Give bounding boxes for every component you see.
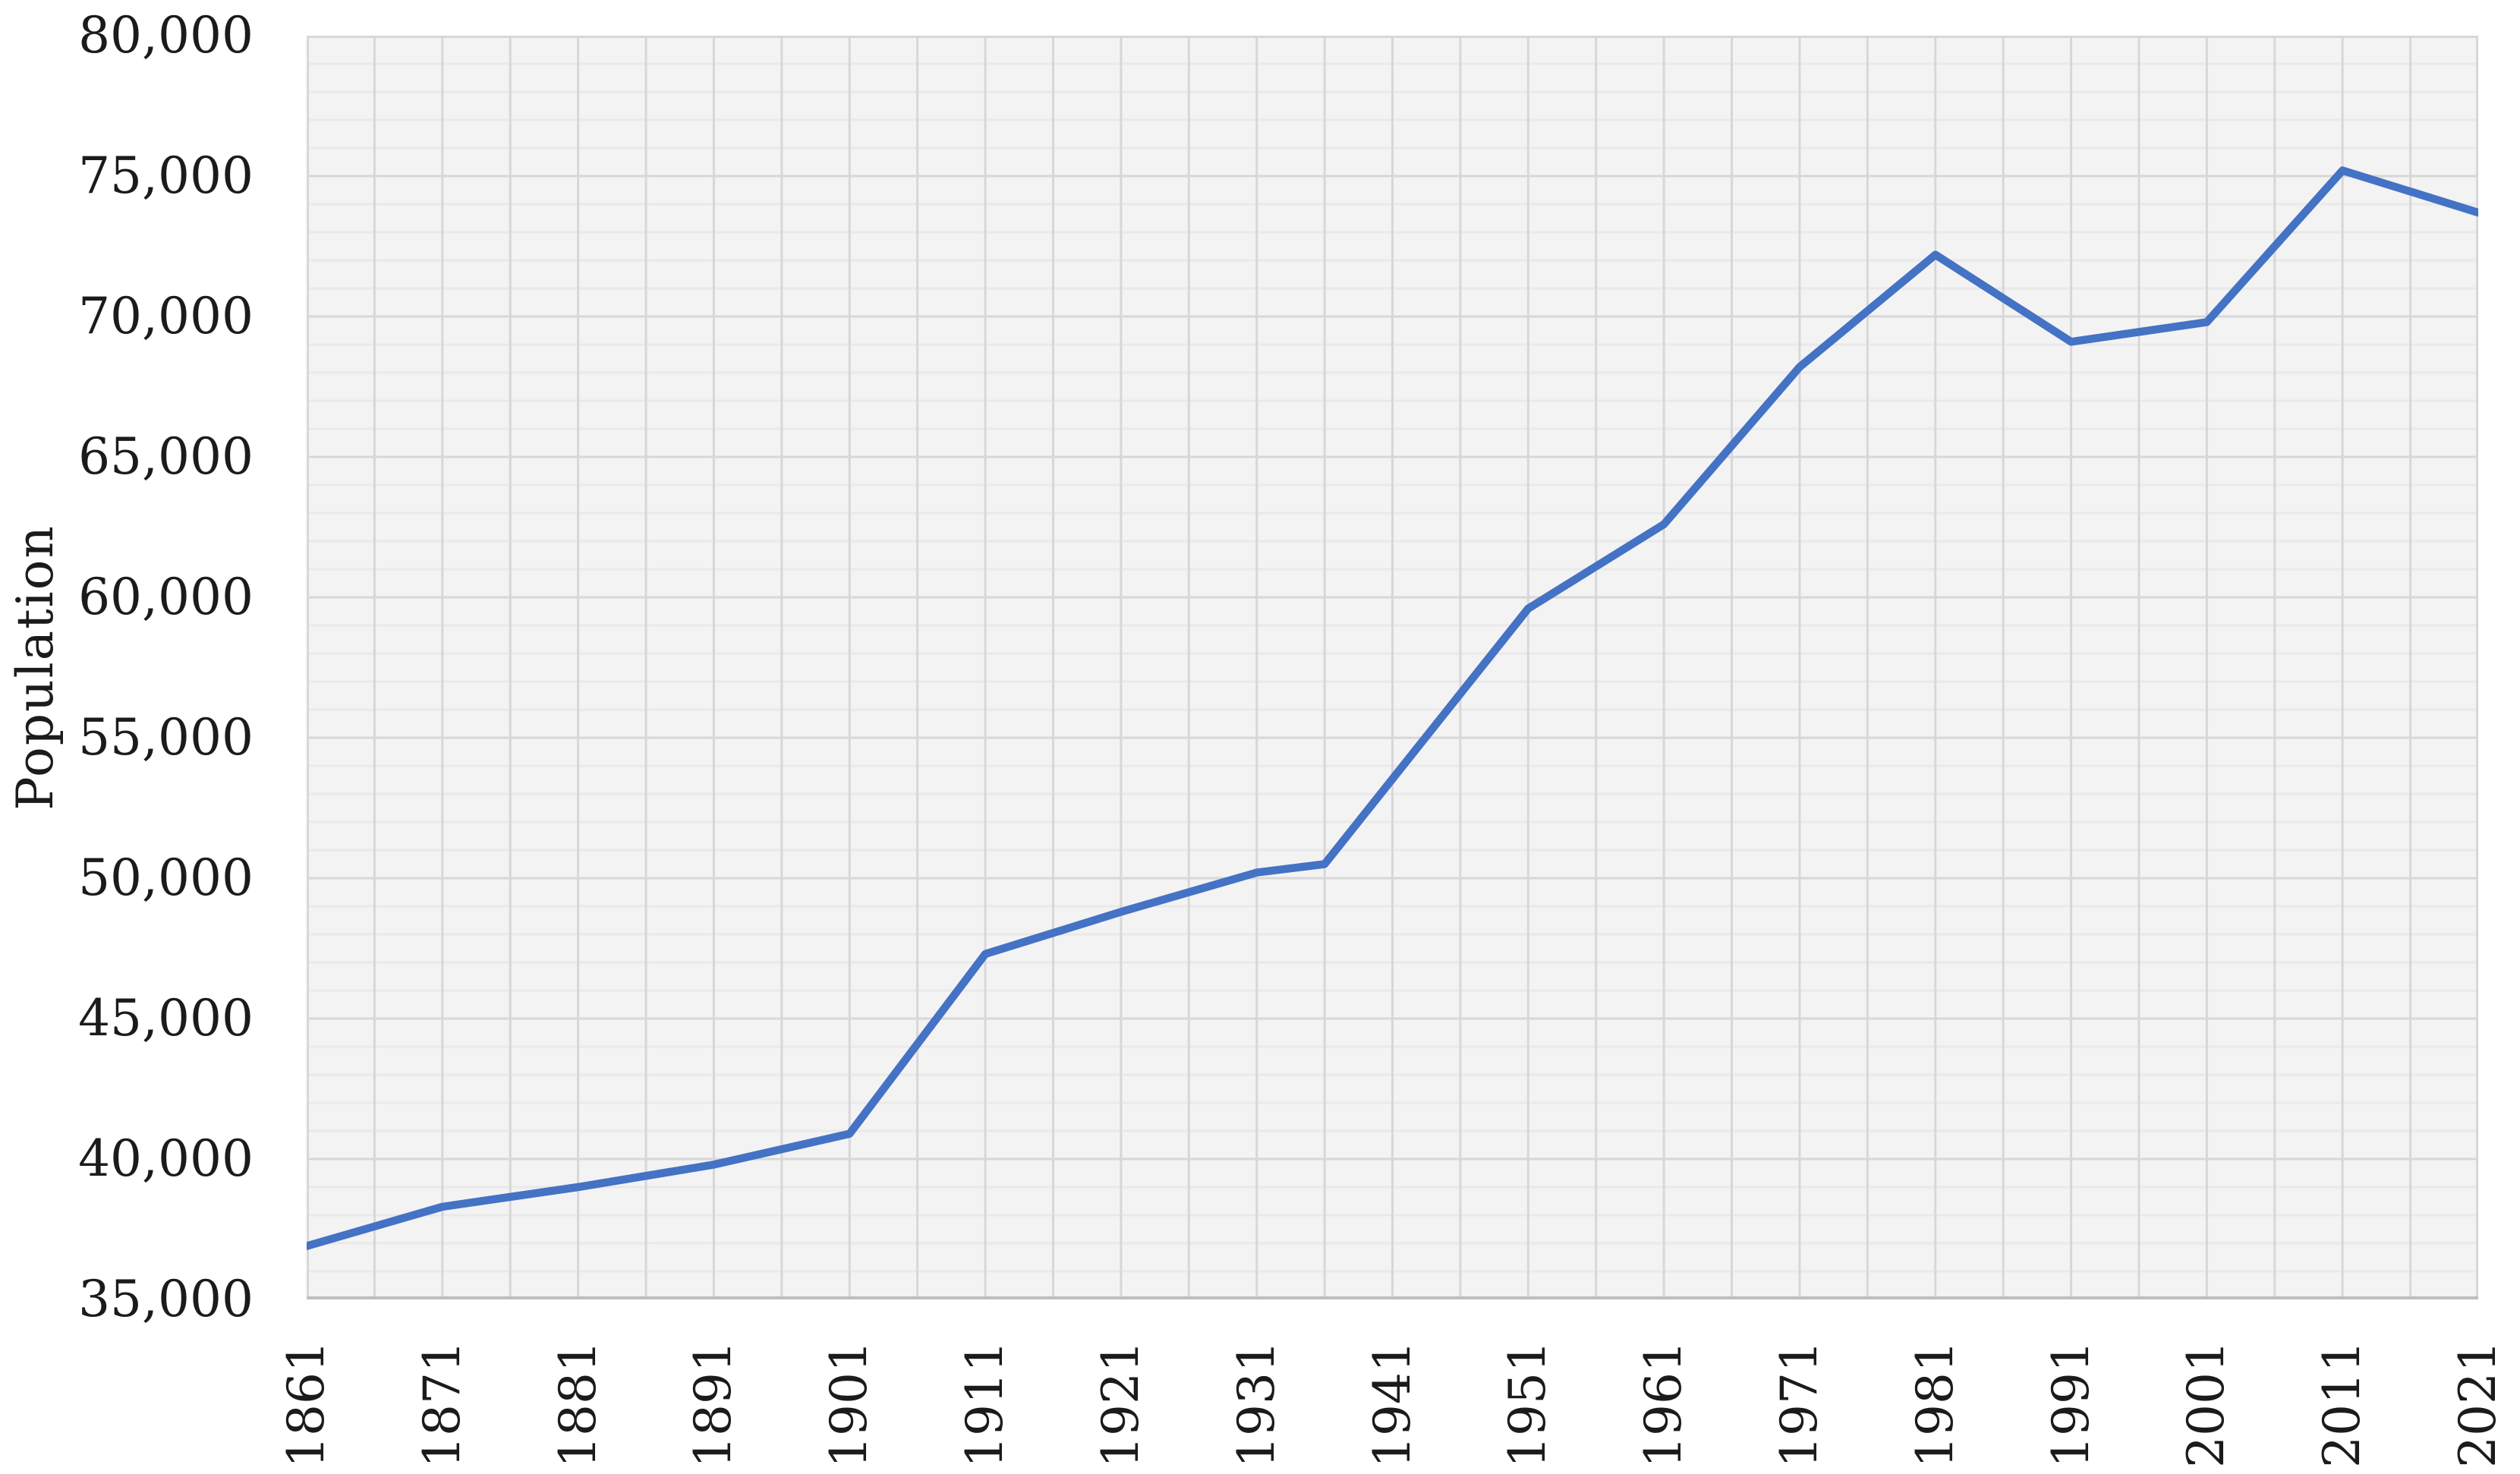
x-tick-label: 1971 bbox=[1769, 1340, 1829, 1468]
x-tick-label: 1931 bbox=[1227, 1340, 1286, 1468]
y-tick-label: 80,000 bbox=[78, 6, 254, 65]
y-tick-label: 40,000 bbox=[78, 1129, 254, 1188]
y-tick-label: 70,000 bbox=[78, 287, 254, 345]
x-tick-label: 1981 bbox=[1905, 1340, 1964, 1468]
x-tick-label: 1991 bbox=[2041, 1340, 2100, 1468]
y-tick-label: 75,000 bbox=[78, 146, 254, 205]
y-tick-label: 45,000 bbox=[78, 989, 254, 1047]
x-tick-label: 1911 bbox=[956, 1340, 1015, 1468]
y-tick-label: 55,000 bbox=[78, 708, 254, 767]
x-tick-label: 1941 bbox=[1362, 1340, 1422, 1468]
x-tick-label: 1901 bbox=[820, 1340, 879, 1468]
y-axis-tick-labels: 35,000 40,000 45,000 50,000 55,000 60,000 65,0… bbox=[0, 0, 254, 1474]
x-tick-label: 1951 bbox=[1498, 1340, 1558, 1468]
x-tick-label: 1871 bbox=[412, 1340, 471, 1468]
y-tick-label: 50,000 bbox=[78, 849, 254, 907]
x-tick-label: 1961 bbox=[1634, 1340, 1693, 1468]
y-tick-label: 35,000 bbox=[78, 1270, 254, 1328]
y-tick-label: 65,000 bbox=[78, 427, 254, 486]
plot-area bbox=[307, 36, 2478, 1299]
x-tick-label: 1891 bbox=[684, 1340, 743, 1468]
x-tick-label: 2021 bbox=[2449, 1340, 2507, 1468]
x-tick-label: 1861 bbox=[277, 1340, 335, 1468]
x-tick-label: 1881 bbox=[548, 1340, 607, 1468]
population-series-line bbox=[307, 166, 2478, 1250]
x-tick-label: 1921 bbox=[1091, 1340, 1150, 1468]
x-tick-label: 2011 bbox=[2313, 1340, 2372, 1468]
x-tick-label: 2001 bbox=[2177, 1340, 2236, 1468]
y-tick-label: 60,000 bbox=[78, 568, 254, 626]
